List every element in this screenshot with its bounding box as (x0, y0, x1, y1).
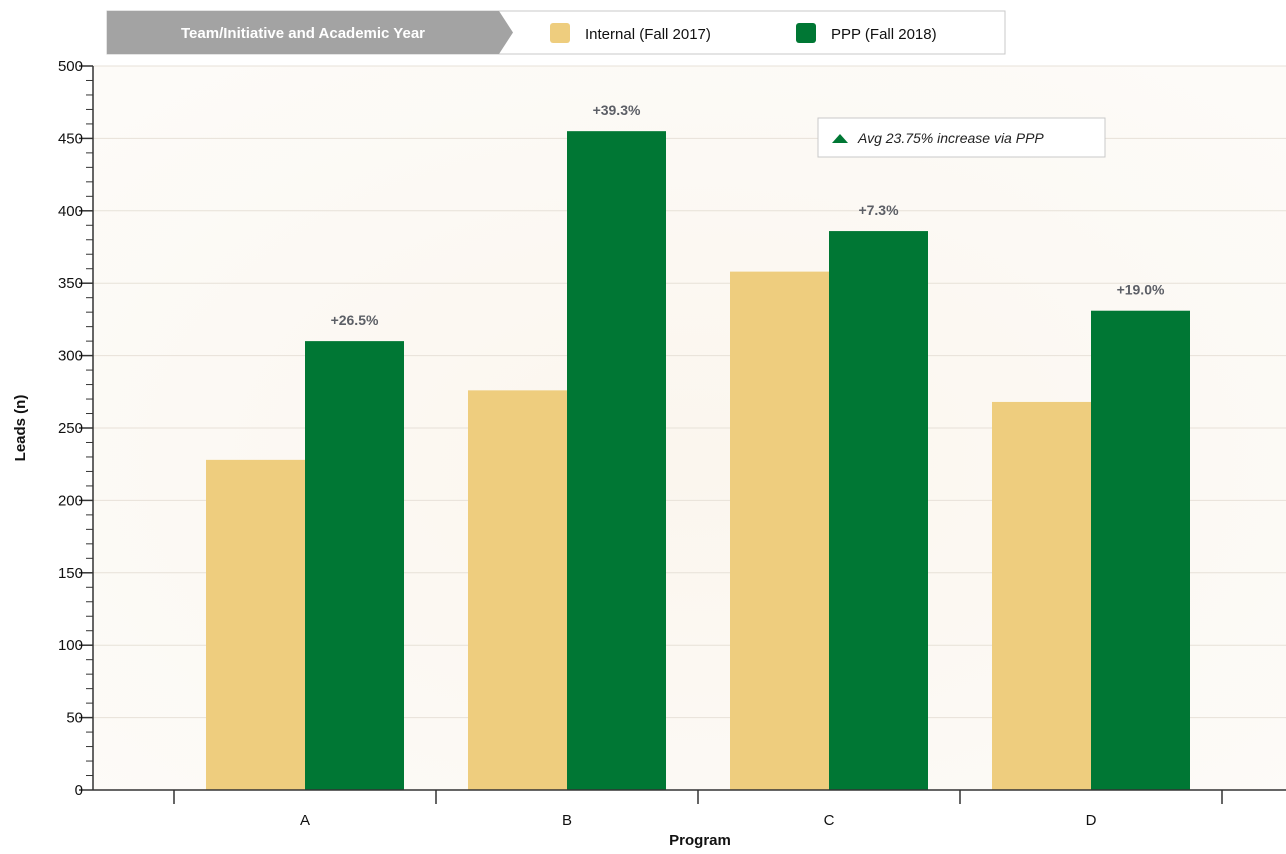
y-axis-ticks: 0 50 100 150 200 250 300 350 400 450 500 (58, 58, 93, 799)
data-label-d: +19.0% (1117, 282, 1165, 298)
legend-title: Team/Initiative and Academic Year (181, 25, 425, 42)
legend: Team/Initiative and Academic Year Intern… (106, 10, 1006, 55)
y-tick-label: 400 (58, 203, 83, 220)
bar-ppp-a (305, 341, 404, 790)
legend-label-internal: Internal (Fall 2017) (585, 26, 711, 43)
x-tick-label: D (1086, 812, 1097, 829)
x-axis-title: Program (669, 832, 731, 849)
y-tick-label: 150 (58, 565, 83, 582)
legend-swatch-internal (550, 23, 570, 43)
y-tick-label: 250 (58, 420, 83, 437)
x-tick-label: A (300, 812, 310, 829)
annotation-frame (817, 117, 1106, 158)
triangle-up-icon (832, 134, 848, 143)
bar-internal-b (468, 390, 567, 790)
y-axis-title: Leads (n) (12, 395, 29, 462)
y-tick-label: 50 (66, 710, 83, 727)
data-label-a: +26.5% (331, 312, 379, 328)
x-tick-label: C (824, 812, 835, 829)
data-labels: +26.5% +39.3% +7.3% +19.0% (331, 102, 1165, 328)
legend-swatch-ppp (796, 23, 816, 43)
legend-title-banner (107, 11, 513, 54)
data-label-c: +7.3% (858, 202, 899, 218)
bar-ppp-d (1091, 310, 1190, 790)
y-tick-label: 0 (75, 782, 83, 799)
y-tick-label: 350 (58, 275, 83, 292)
y-tick-label: 450 (58, 130, 83, 147)
y-tick-label: 100 (58, 637, 83, 654)
bar-ppp-c (829, 231, 928, 790)
bar-internal-a (206, 459, 305, 790)
bar-ppp-b (567, 131, 666, 790)
x-axis-ticks: A B C D (173, 790, 1223, 829)
bar-internal-c (730, 271, 829, 791)
y-tick-label: 300 (58, 348, 83, 365)
annotation-box: Avg 23.75% increase via PPP (817, 117, 1106, 158)
x-tick-label: B (562, 812, 572, 829)
data-label-b: +39.3% (593, 102, 641, 118)
bars (206, 131, 1190, 791)
bar-internal-d (992, 401, 1091, 790)
annotation-text: Avg 23.75% increase via PPP (857, 130, 1044, 146)
y-tick-label: 500 (58, 58, 83, 75)
y-tick-label: 200 (58, 492, 83, 509)
legend-label-ppp: PPP (Fall 2018) (831, 26, 937, 43)
